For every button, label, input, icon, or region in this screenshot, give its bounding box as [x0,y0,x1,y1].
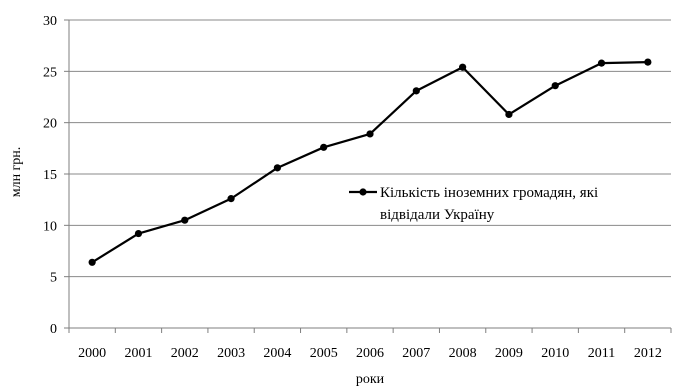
x-tick-label: 2000 [78,346,106,361]
x-axis-title: роки [356,372,385,386]
x-tick-label: 2011 [588,346,615,361]
x-tick-label: 2008 [449,346,477,361]
x-tick-label: 2012 [634,346,662,361]
legend-label-line-1: Кількість іноземних громадян, які [380,185,598,201]
y-tick-label: 10 [43,219,57,234]
y-tick-label: 20 [43,117,57,132]
data-point [273,164,281,172]
axes [64,19,672,333]
series [88,58,652,266]
y-tick-label: 30 [43,14,57,29]
y-tick-label: 25 [43,65,57,80]
legend-marker [359,188,367,196]
data-point [551,82,559,90]
data-point [459,63,467,71]
y-tick-label: 5 [50,271,57,286]
legend-label-line-2: відвідали Україну [380,207,495,223]
y-tick-labels: 0 5 10 15 20 25 30 [43,14,57,337]
y-axis-title: млн грн. [9,147,24,198]
data-point [320,143,328,151]
x-tick-label: 2004 [263,346,291,361]
data-point [88,258,96,266]
x-tick-label: 2006 [356,346,384,361]
x-tick-label: 2010 [541,346,569,361]
data-point [505,110,513,119]
data-point [597,59,606,67]
data-point [412,87,420,95]
x-tick-label: 2007 [402,346,430,361]
x-tick-labels: 2000 2001 2002 2003 2004 2005 2006 2007 2008 2009… [78,346,662,361]
data-point [366,130,374,138]
x-tick-label: 2005 [310,346,338,361]
y-tick-label: 0 [50,322,57,337]
x-tick-label: 2003 [217,346,245,361]
x-tick-label: 2001 [124,346,152,361]
x-tick-label: 2009 [495,346,523,361]
data-point [227,195,235,203]
data-point [644,58,652,66]
gridlines [69,19,671,278]
legend: Кількість іноземних громадян, які відвід… [349,185,598,223]
data-point [181,216,189,224]
data-point [134,229,143,238]
x-tick-label: 2002 [171,346,199,361]
series-line [91,60,648,264]
y-tick-label: 15 [43,168,57,183]
